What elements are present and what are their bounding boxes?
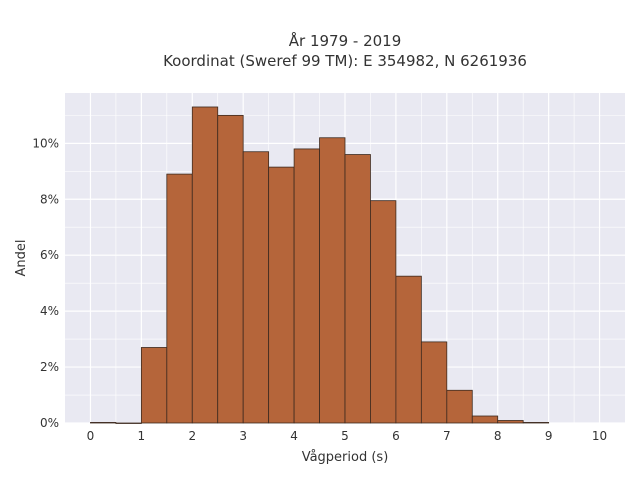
chart-title-line1: År 1979 - 2019 — [289, 31, 402, 50]
histogram-bar — [242, 151, 270, 424]
y-tick-label: 2% — [40, 360, 59, 374]
histogram-bar — [446, 389, 473, 424]
x-tick-label: 1 — [138, 429, 146, 443]
x-tick-label: 10 — [592, 429, 607, 443]
histogram-bar — [140, 347, 168, 424]
y-tick-labels: 0% 2% 4% 6% 8% 10% — [32, 136, 59, 430]
x-tick-label: 2 — [188, 429, 196, 443]
histogram-bar — [191, 106, 219, 424]
histogram-bar — [319, 137, 346, 424]
histogram-bar — [370, 200, 397, 424]
histogram-bar — [115, 422, 142, 424]
y-tick-label: 10% — [32, 136, 59, 150]
histogram-bar — [268, 166, 295, 424]
histogram-bar — [166, 173, 193, 424]
histogram-bar — [90, 422, 117, 424]
x-tick-label: 3 — [239, 429, 247, 443]
histogram-bar — [471, 415, 499, 424]
x-tick-label: 7 — [443, 429, 451, 443]
y-axis-label: Andel — [14, 240, 29, 277]
y-tick-label: 4% — [40, 304, 59, 318]
y-tick-label: 0% — [40, 416, 59, 430]
histogram-bar — [344, 154, 371, 424]
x-tick-label: 0 — [87, 429, 95, 443]
bars-group — [90, 106, 550, 424]
x-tick-label: 5 — [341, 429, 349, 443]
x-tick-label: 6 — [392, 429, 400, 443]
x-tick-label: 8 — [494, 429, 502, 443]
histogram-bar — [293, 148, 320, 424]
x-tick-label: 4 — [290, 429, 298, 443]
x-axis-label: Vågperiod (s) — [302, 450, 389, 465]
histogram-bar — [420, 341, 448, 424]
y-tick-label: 6% — [40, 248, 59, 262]
chart-title-line2: Koordinat (Sweref 99 TM): E 354982, N 62… — [163, 52, 527, 70]
histogram-bar — [522, 422, 550, 424]
histogram-bar — [395, 275, 422, 424]
x-tick-labels: 0 1 2 3 4 5 6 7 8 9 10 — [87, 429, 608, 443]
x-tick-label: 9 — [545, 429, 553, 443]
histogram-bar — [217, 114, 244, 424]
y-tick-label: 8% — [40, 192, 59, 206]
histogram-bar — [497, 420, 524, 424]
